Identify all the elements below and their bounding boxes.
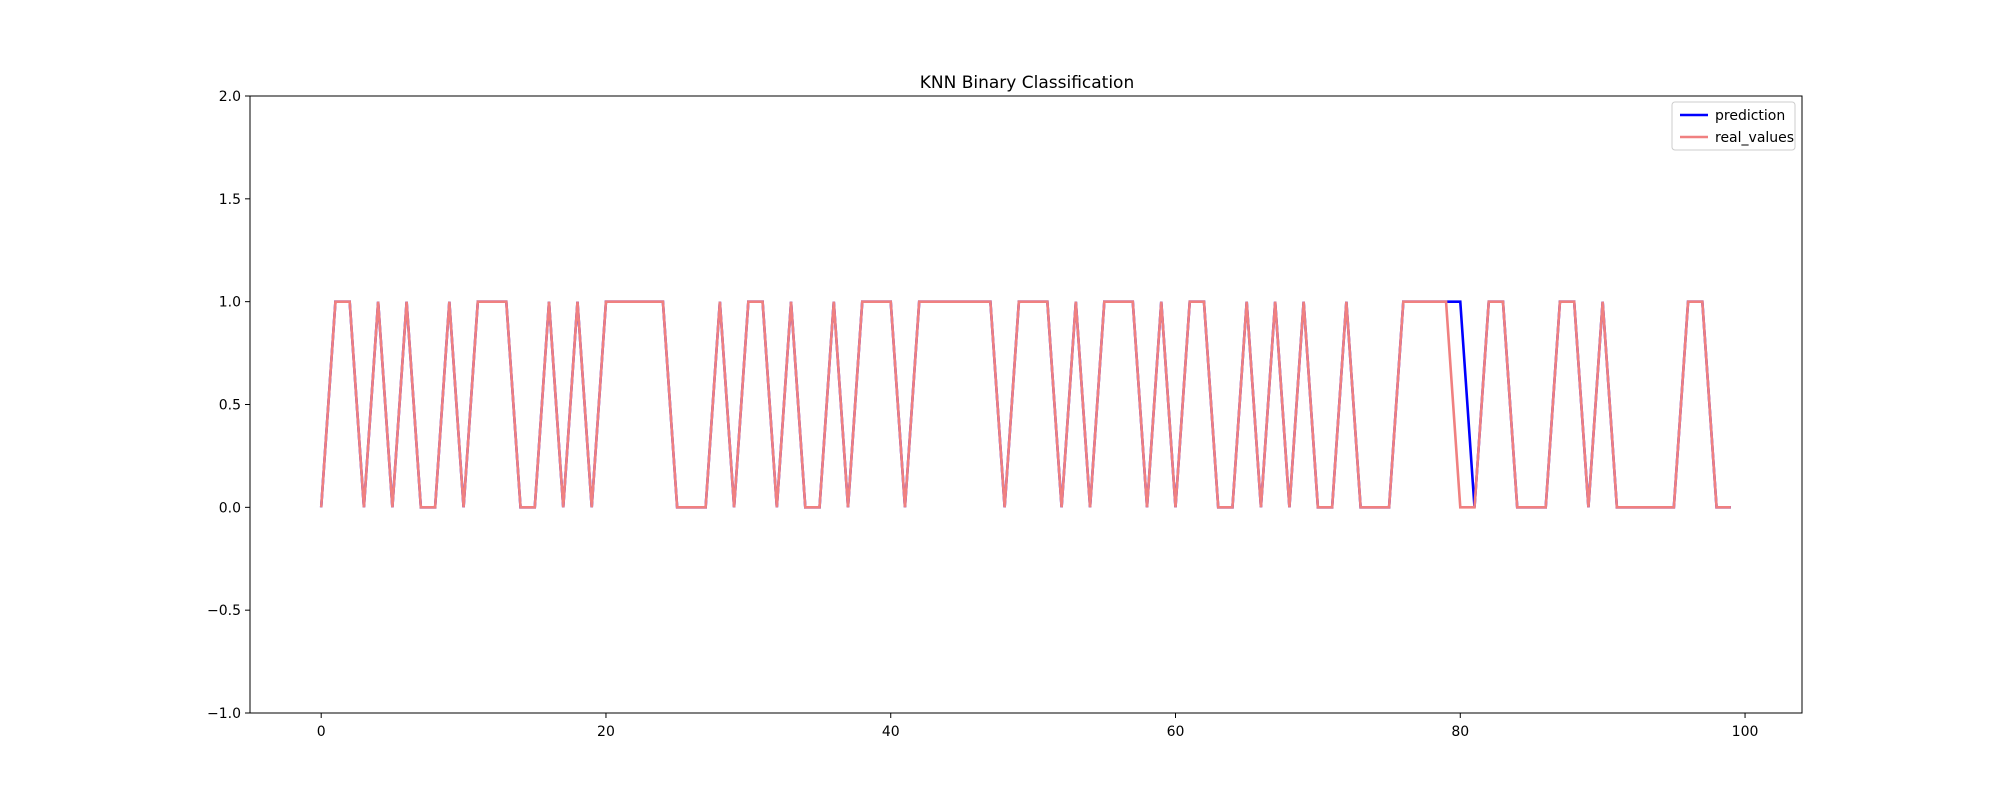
x-tick-label: 40 — [882, 724, 900, 740]
series-layer — [319, 300, 1731, 509]
x-tick-label: 60 — [1167, 724, 1185, 740]
x-axis: 0 20 40 60 80 100 — [317, 713, 1759, 740]
x-tick-label: 0 — [317, 724, 326, 740]
y-tick-label: 1.5 — [219, 192, 241, 208]
y-tick-label: −0.5 — [207, 603, 241, 619]
y-tick-label: 1.0 — [219, 295, 241, 311]
y-tick-label: 0.5 — [219, 398, 241, 414]
y-tick-label: 0.0 — [219, 500, 241, 516]
x-tick-label: 100 — [1732, 724, 1759, 740]
series-line-real-values — [319, 300, 1731, 509]
y-axis: −1.0 −0.5 0.0 0.5 1.0 1.5 2.0 — [207, 89, 250, 722]
y-tick-label: 2.0 — [219, 89, 241, 105]
legend-label-real-values: real_values — [1715, 130, 1794, 146]
legend-label-prediction: prediction — [1715, 108, 1785, 124]
plot-frame — [249, 95, 1803, 714]
series-line-prediction — [319, 300, 1731, 509]
legend: prediction real_values — [1671, 101, 1796, 151]
x-tick-label: 80 — [1451, 724, 1469, 740]
y-tick-label: −1.0 — [207, 706, 241, 722]
x-tick-label: 20 — [597, 724, 615, 740]
chart-title: KNN Binary Classification — [920, 73, 1135, 93]
